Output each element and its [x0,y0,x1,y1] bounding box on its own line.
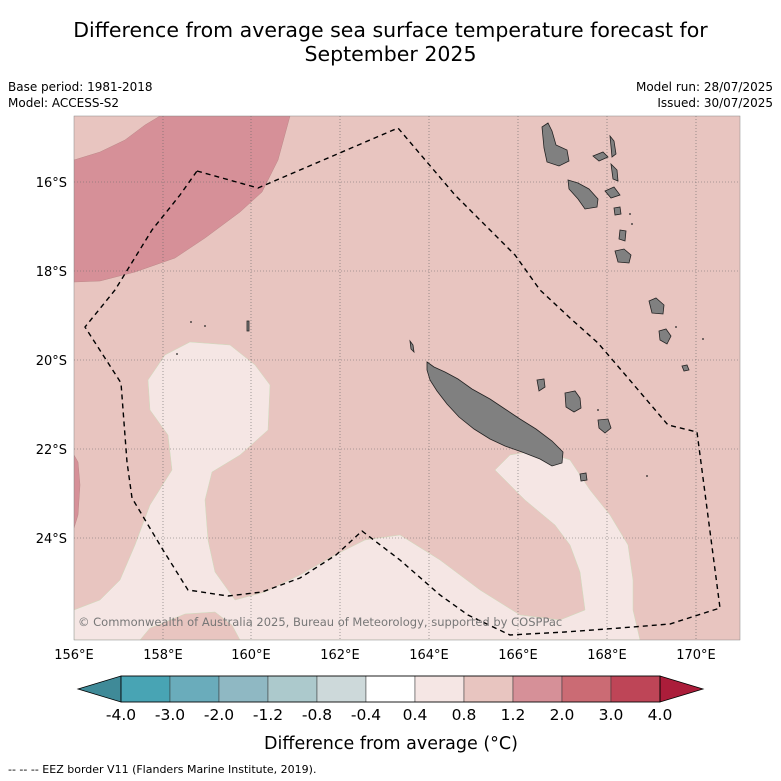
lat-label-16s: 16°S [36,176,67,191]
meta-left: Base period: 1981-2018 Model: ACCESS-S2 [8,79,153,111]
colorbar-tick-label: -4.0 [106,706,136,724]
colorbar-ticks: -4.0 -3.0 -2.0 -1.2 -0.8 -0.4 0.4 0.8 1.2 2.0 3.0 4… [106,706,672,724]
islet-east [681,364,690,372]
colorbar: -4.0 -3.0 -2.0 -1.2 -0.8 -0.4 0.4 0.8 1.2 2.0 3.0 4… [76,675,705,754]
belep-islet [409,339,415,354]
title-line-1: Difference from average sea surface temp… [73,18,708,42]
small-islets [176,213,704,477]
colorbar-box [267,675,318,703]
eez-border [84,127,721,636]
vanuatu-10 [648,297,665,315]
vanuatu-3 [609,134,617,158]
colorbar-box [218,675,269,703]
vanuatu-8 [618,229,627,242]
lon-label-156e: 156°E [54,648,94,663]
colorbar-box [316,675,367,703]
colorbar-box [463,675,514,703]
meta-right: Model run: 28/07/2025 Issued: 30/07/2025 [636,79,773,111]
colorbar-box [414,675,465,703]
colorbar-tick-label: 3.0 [599,706,624,724]
lon-label-166e: 166°E [498,648,538,663]
colorbar-box [512,675,563,703]
copyright-text: © Commonwealth of Australia 2025, Bureau… [78,615,562,629]
vanuatu-7 [613,206,622,216]
model-name: Model: ACCESS-S2 [8,96,120,110]
colorbar-label: Difference from average (°C) [264,734,518,754]
colorbar-tick-label: 0.8 [452,706,477,724]
vanuatu-2 [592,151,609,162]
land-masses [246,122,690,482]
colorbar-box [120,675,171,703]
anomaly-band-1.2-2.0 [74,116,291,283]
base-period: Base period: 1981-2018 [8,80,153,94]
loyalty-island-1 [564,390,582,413]
map-panel: © Commonwealth of Australia 2025, Bureau… [74,116,740,640]
anomaly-band-1.2-2.0-edge [74,454,81,529]
lon-label-162e: 162°E [320,648,360,663]
vanuatu-6 [610,162,619,182]
lat-label-24s: 24°S [36,532,67,547]
lon-label-168e: 168°E [587,648,627,663]
model-run: Model run: 28/07/2025 [635,80,773,94]
colorbar-box [561,675,612,703]
new-caledonia [426,361,564,467]
lat-label-20s: 20°S [36,354,67,369]
lon-label-160e: 160°E [231,648,271,663]
vanuatu-4 [567,179,599,210]
title-line-2: September 2025 [304,42,477,66]
vanuatu-1 [541,122,570,167]
vanuatu-9 [614,248,632,264]
colorbar-boxes [120,675,661,703]
colorbar-tick-label: 2.0 [550,706,575,724]
loyalty-island-2 [597,418,612,434]
lon-labels: 156°E 158°E 160°E 162°E 164°E 166°E 168°… [54,648,716,663]
lat-label-22s: 22°S [36,443,67,458]
colorbar-tick-label: -2.0 [204,706,234,724]
colorbar-tick-label: -3.0 [155,706,185,724]
chart-title: Difference from average sea surface temp… [0,18,781,66]
lat-label-18s: 18°S [36,265,67,280]
chesterfield-islet [246,320,250,332]
lon-label-158e: 158°E [143,648,183,663]
lon-label-170e: 170°E [676,648,716,663]
colorbar-over-triangle [659,675,705,703]
colorbar-tick-label: -0.8 [302,706,332,724]
colorbar-tick-label: 0.4 [403,706,428,724]
colorbar-box [169,675,220,703]
colorbar-box [365,675,416,703]
colorbar-box [610,675,661,703]
lat-labels: 16°S 18°S 20°S 22°S 24°S [36,176,67,547]
colorbar-under-triangle [76,675,122,703]
colorbar-tick-label: 4.0 [648,706,673,724]
vanuatu-11 [658,328,672,345]
loyalty-island-3 [536,378,546,392]
graticule [74,116,740,640]
vanuatu-5 [604,186,621,199]
anomaly-band-0.8-1.2-south [139,611,241,640]
issued-date: Issued: 30/07/2025 [657,96,773,110]
colorbar-tick-label: 1.2 [501,706,526,724]
eez-legend-note: -- -- -- EEZ border V11 (Flanders Marine… [8,763,317,776]
isle-of-pines [579,472,588,482]
colorbar-tick-label: -1.2 [253,706,283,724]
lon-label-164e: 164°E [409,648,449,663]
colorbar-tick-label: -0.4 [351,706,381,724]
map-frame [73,115,741,641]
colorbar-frame [120,675,661,703]
